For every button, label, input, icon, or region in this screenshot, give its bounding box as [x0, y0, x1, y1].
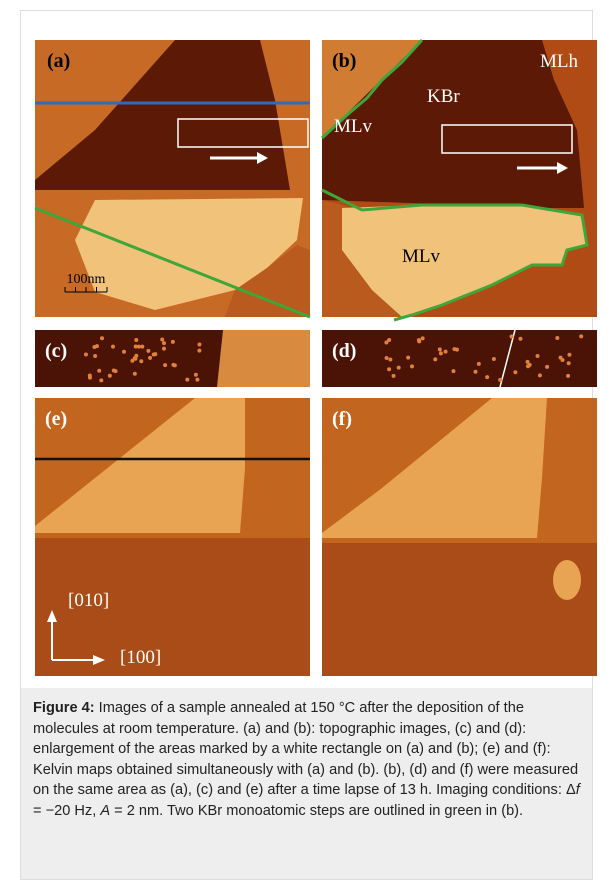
panel-d: (d) [322, 330, 597, 387]
molecule [93, 354, 97, 358]
molecule [406, 356, 410, 360]
caption-label: Figure 4: [33, 700, 95, 716]
figure: 100nm (a) (b) MLv KBr MLh MLv (c) (d) [0, 0, 613, 688]
caption-italic: A [100, 803, 110, 819]
molecule [185, 378, 189, 382]
molecule [388, 358, 392, 362]
molecule [567, 353, 571, 357]
molecule [99, 378, 103, 382]
molecule [108, 374, 112, 378]
molecule [139, 359, 143, 363]
molecule [197, 349, 201, 353]
molecule [197, 343, 201, 347]
molecule [137, 345, 141, 349]
panel-c: (c) [35, 330, 310, 387]
molecule [194, 373, 198, 377]
molecule [474, 370, 478, 374]
panel-label: (c) [45, 340, 67, 362]
molecule [385, 356, 389, 360]
panel-label: (a) [47, 50, 70, 72]
molecule [146, 349, 150, 353]
molecule [134, 338, 138, 342]
molecule [433, 357, 437, 361]
molecule [97, 369, 101, 373]
molecule [421, 336, 425, 340]
axis-label: [010] [68, 590, 109, 611]
panel-label: (b) [332, 50, 356, 72]
molecule [84, 353, 88, 357]
molecule [477, 362, 481, 366]
annotation: MLv [402, 246, 441, 267]
molecule [163, 363, 167, 367]
island [553, 560, 581, 600]
molecule [538, 373, 542, 377]
molecule [452, 347, 456, 351]
panel-b: (b) MLv KBr MLh MLv [322, 40, 597, 320]
panel-label: (d) [332, 340, 356, 362]
molecule [387, 338, 391, 342]
molecule [536, 354, 540, 358]
molecule [122, 350, 126, 354]
molecule [112, 368, 116, 372]
molecule [439, 351, 443, 355]
molecule [171, 340, 175, 344]
molecule [397, 366, 401, 370]
mlv-region [217, 330, 310, 387]
molecule [526, 364, 530, 368]
molecule [133, 372, 137, 376]
molecule [100, 336, 104, 340]
molecule [392, 374, 396, 378]
molecule [410, 364, 414, 368]
annotation: MLh [540, 51, 579, 72]
molecule [513, 370, 517, 374]
caption: Figure 4: Images of a sample annealed at… [21, 688, 592, 879]
molecule [567, 361, 571, 365]
annotation: MLv [334, 116, 373, 137]
molecule [559, 356, 563, 360]
molecule [566, 374, 570, 378]
molecule [195, 378, 199, 382]
panel-f: (f) [322, 398, 597, 676]
molecule [134, 354, 138, 358]
molecule [95, 344, 99, 348]
molecule [171, 363, 175, 367]
molecule [498, 378, 502, 382]
molecule [417, 339, 421, 343]
molecule [518, 337, 522, 341]
molecule [444, 350, 448, 354]
caption-text: Images of a sample annealed at 150 °C af… [33, 700, 578, 798]
molecule [160, 337, 164, 341]
molecule [162, 341, 166, 345]
panel-a: 100nm (a) [35, 40, 310, 317]
caption-text: = 2 nm. Two KBr monoatomic steps are out… [110, 803, 523, 819]
molecule [555, 336, 559, 340]
axis-label: [100] [120, 647, 161, 668]
molecule [545, 365, 549, 369]
molecule [148, 356, 152, 360]
molecule [140, 345, 144, 349]
molecule [579, 334, 583, 338]
molecule [451, 369, 455, 373]
molecule [485, 375, 489, 379]
molecule [162, 347, 166, 351]
molecule [492, 357, 496, 361]
panel-e: [010] [100] (e) [35, 398, 310, 676]
caption-text: = −20 Hz, [33, 803, 100, 819]
scale-label: 100nm [67, 272, 106, 287]
molecule [438, 347, 442, 351]
molecule [111, 345, 115, 349]
page: 100nm (a) (b) MLv KBr MLh MLv (c) (d) [0, 0, 613, 891]
molecule [88, 376, 92, 380]
panel-label: (f) [332, 408, 352, 430]
molecule [510, 334, 514, 338]
panel-label: (e) [45, 408, 67, 430]
caption-italic: f [576, 782, 580, 798]
annotation: KBr [427, 86, 460, 107]
molecule [387, 367, 391, 371]
molecule [153, 352, 157, 356]
